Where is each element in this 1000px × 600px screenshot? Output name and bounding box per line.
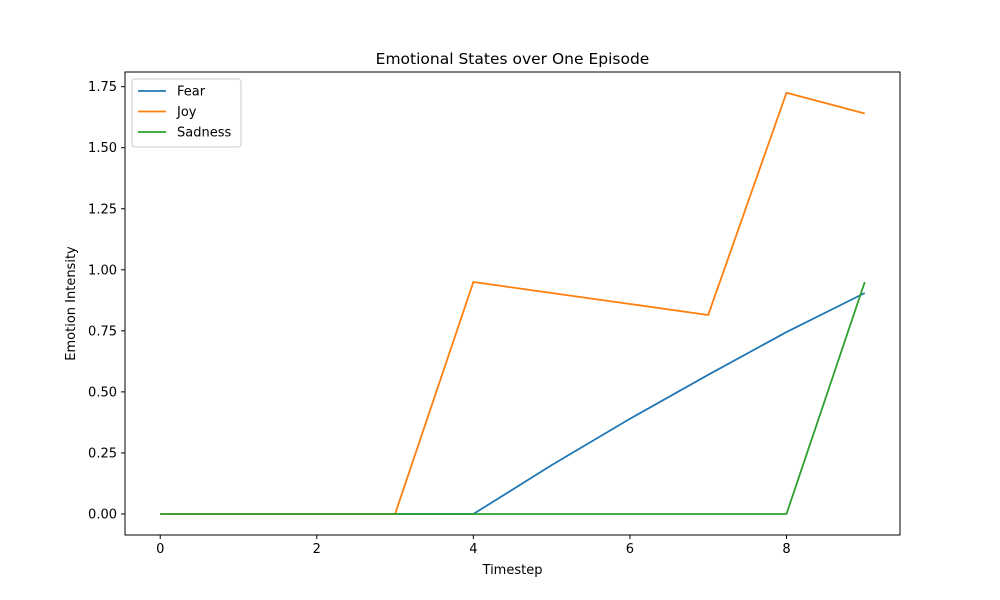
- series-layer: [160, 91, 866, 515]
- x-tick-label: 8: [782, 542, 790, 557]
- plot-frame: [124, 71, 901, 536]
- y-tick-label: 1.50: [88, 141, 117, 156]
- plot-area: [125, 72, 900, 535]
- y-tick-label: 0.50: [88, 385, 117, 400]
- legend-box: [131, 78, 242, 148]
- y-tick-label: 1.25: [88, 202, 117, 217]
- x-tick-label: 4: [469, 542, 477, 557]
- legend-entries: Fear Joy Sadness: [138, 85, 231, 141]
- chart-title: Emotional States over One Episode: [376, 50, 650, 68]
- y-axis-label: Emotion Intensity: [64, 246, 79, 361]
- x-tick-label: 2: [313, 542, 321, 557]
- x-tick-label: 6: [626, 542, 634, 557]
- x-axis-ticks: 0 2 4 6 8: [156, 535, 791, 557]
- series-line-sadness: [160, 281, 866, 515]
- y-tick-label: 0.75: [88, 324, 117, 339]
- y-tick-label: 1.00: [88, 263, 117, 278]
- y-axis-ticks: 0.00 0.25 0.50 0.75 1.00 1.25 1.50 1.75: [88, 80, 125, 522]
- x-axis-label: Timestep: [482, 563, 543, 578]
- legend-label-sadness: Sadness: [177, 126, 231, 141]
- legend-label-fear: Fear: [177, 85, 206, 100]
- y-tick-label: 0.25: [88, 446, 117, 461]
- y-tick-label: 0.00: [88, 507, 117, 522]
- legend: Fear Joy Sadness: [131, 78, 242, 148]
- legend-label-joy: Joy: [176, 105, 197, 120]
- x-tick-label: 0: [156, 542, 164, 557]
- y-tick-label: 1.75: [88, 80, 117, 95]
